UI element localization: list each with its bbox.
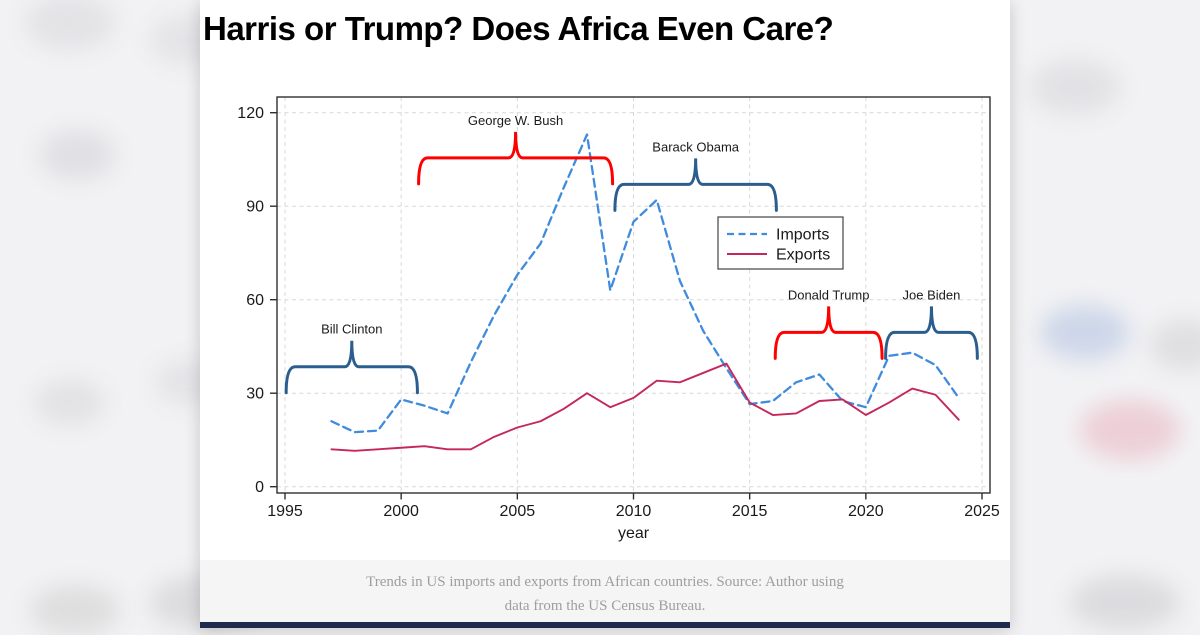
background-blur-blob: [35, 380, 105, 425]
figure-caption-line1: Trends in US imports and exports from Af…: [366, 574, 844, 590]
figure-caption: Trends in US imports and exports from Af…: [200, 560, 1010, 622]
presidency-label: George W. Bush: [468, 113, 563, 128]
imports-line: [330, 133, 960, 434]
legend-label-exports: Exports: [776, 247, 830, 264]
y-axis-tick-label: 0: [255, 479, 264, 496]
share-card: Harris or Trump? Does Africa Even Care? …: [200, 0, 1010, 628]
x-axis-tick-label: 2005: [500, 503, 536, 520]
presidency-label: Barack Obama: [652, 139, 739, 154]
background-blur-blob: [30, 585, 120, 635]
legend-label-imports: Imports: [776, 227, 829, 244]
x-axis-tick-label: 2020: [848, 503, 884, 520]
presidency-label: Bill Clinton: [321, 322, 382, 337]
x-axis-tick-label: 2000: [383, 503, 419, 520]
presidency-brace: [284, 340, 419, 395]
presidency-brace: [773, 306, 884, 360]
page-title: Harris or Trump? Does Africa Even Care?: [203, 10, 834, 47]
y-axis-tick-label: 120: [237, 105, 264, 122]
x-axis-tick-label: 2015: [732, 503, 768, 520]
x-axis-tick-label: 2025: [964, 503, 1000, 520]
presidency-brace: [613, 158, 778, 212]
bottom-accent-bar: [200, 622, 1010, 628]
presidency-label: Joe Biden: [903, 287, 961, 302]
presidency-brace: [884, 306, 979, 360]
background-blur-blob: [1040, 305, 1130, 360]
x-axis-tick-label: 2010: [616, 503, 652, 520]
x-axis-title: year: [618, 525, 650, 542]
y-axis-tick-label: 60: [246, 292, 264, 309]
presidency-brace: [417, 131, 615, 186]
background-blur-blob: [1080, 400, 1180, 460]
background-blur-blob: [1030, 60, 1120, 115]
background-blur-blob: [25, 0, 115, 50]
legend-box: [717, 216, 844, 270]
background-blur-blob: [1070, 575, 1180, 630]
figure-caption-line2: data from the US Census Bureau.: [504, 598, 706, 614]
background-blur-blob: [1150, 320, 1200, 370]
chart-svg: 1995 2000 2005 2010 2015 2020 2025 0 30 60 90 120 ye…: [237, 96, 1000, 542]
presidency-label: Donald Trump: [788, 287, 870, 302]
exports-line: [330, 362, 960, 452]
y-axis-tick-label: 90: [246, 199, 264, 216]
x-axis-tick-label: 1995: [267, 503, 303, 520]
background-blur-blob: [40, 130, 115, 180]
y-axis-tick-label: 30: [246, 386, 264, 403]
